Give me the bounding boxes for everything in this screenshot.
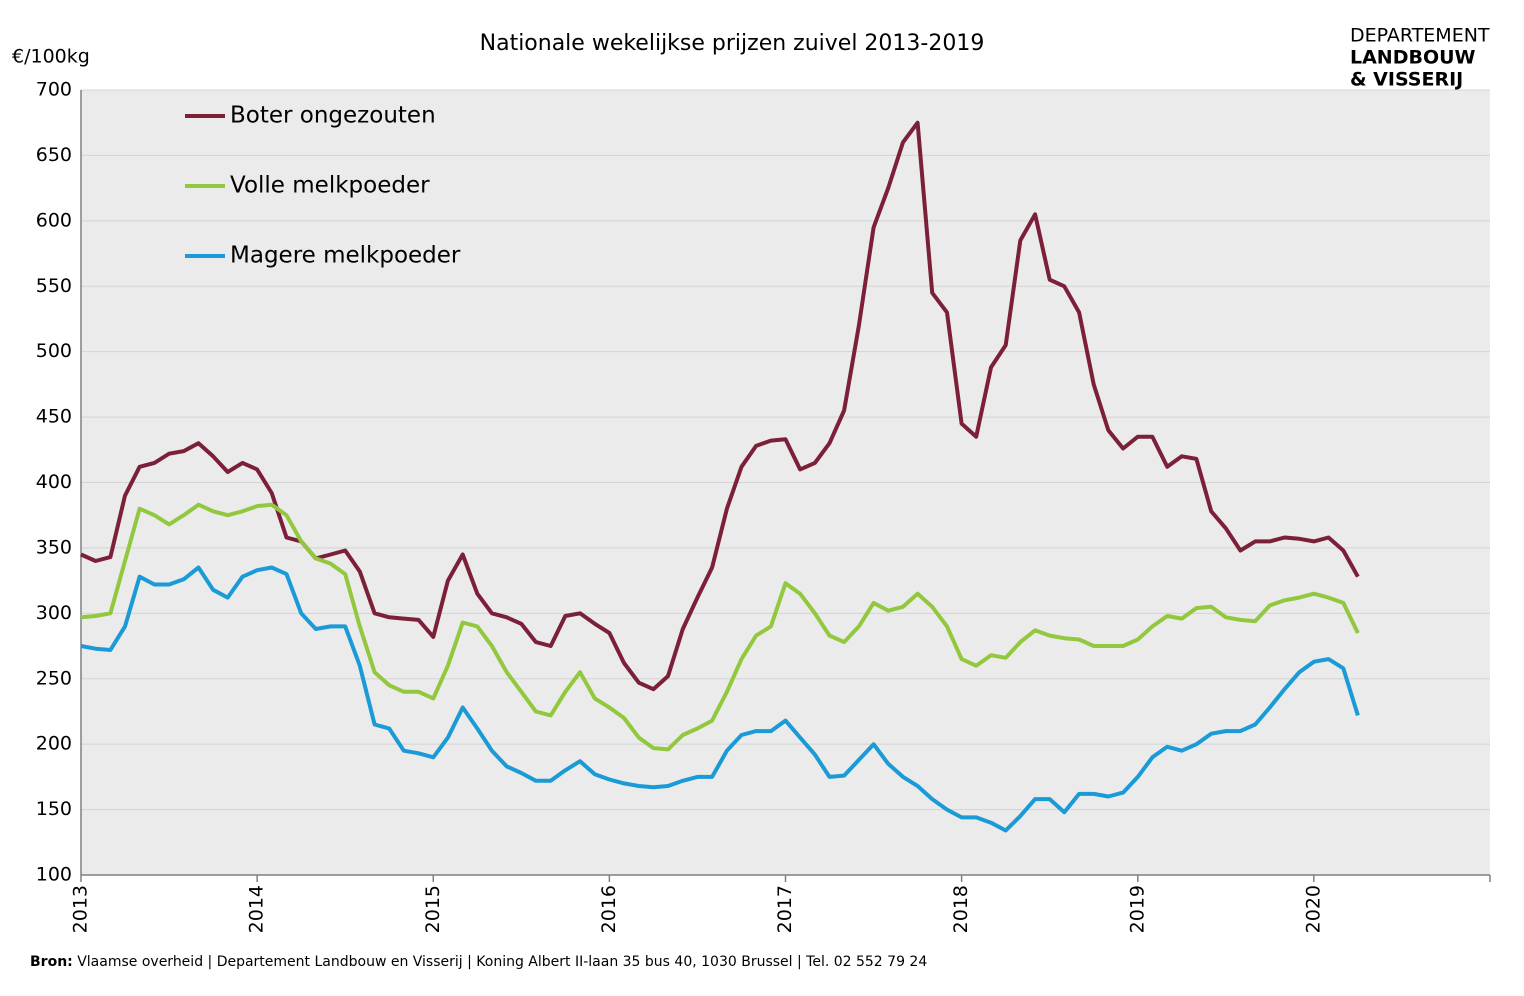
y-tick-label: 600 [36,209,72,231]
logo-line: & VISSERIJ [1350,69,1463,91]
logo-line: DEPARTEMENT [1350,25,1490,47]
x-tick-label: 2019 [1126,885,1148,933]
series-line [80,502,1360,752]
legend-label: Magere melkpoeder [230,243,461,269]
y-tick-label: 700 [36,79,72,101]
y-tick-label: 200 [36,733,72,755]
y-tick-label: 300 [36,602,72,624]
x-tick-label: 2016 [598,885,620,933]
y-tick-label: 450 [36,406,72,428]
x-tick-label: 2015 [422,885,444,933]
y-tick-label: 400 [36,471,72,493]
y-tick-label: 150 [36,798,72,820]
y-tick-label: 350 [36,536,72,558]
y-tick-label: 250 [36,667,72,689]
x-tick-label: 2018 [950,885,972,933]
series-line [80,565,1360,833]
y-tick-label: 500 [36,340,72,362]
x-tick-label: 2020 [1302,885,1324,933]
y-axis-label: €/100kg [12,46,90,68]
y-tick-label: 550 [36,275,72,297]
legend-label: Boter ongezouten [230,103,436,129]
legend-label: Volle melkpoeder [230,173,430,199]
x-tick-label: 2014 [246,885,268,933]
y-tick-label: 100 [36,864,72,886]
source-label: Bron: [30,954,73,970]
x-tick-label: 2013 [70,885,92,933]
x-tick-label: 2017 [774,885,796,933]
logo-line: LANDBOUW [1350,47,1476,69]
source-text: Vlaamse overheid | Departement Landbouw … [77,954,927,970]
chart-title: Nationale wekelijkse prijzen zuivel 2013… [480,31,985,56]
series-line [80,120,1360,692]
source: Bron: Vlaamse overheid | Departement Lan… [30,954,927,970]
y-tick-label: 650 [36,144,72,166]
